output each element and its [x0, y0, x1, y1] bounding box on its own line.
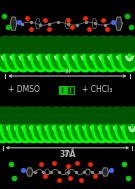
Point: [83, 170, 85, 174]
Bar: [107, 43, 125, 64]
Point: [21, 22, 23, 25]
Point: [127, 176, 129, 179]
Bar: [29, 114, 45, 135]
Text: 31Å: 31Å: [59, 65, 76, 74]
Polygon shape: [115, 17, 122, 30]
Bar: [63, 43, 81, 64]
Point: [69, 176, 71, 179]
Bar: [45, 114, 60, 135]
Point: [10, 163, 12, 166]
Bar: [105, 114, 121, 135]
Bar: [116, 43, 134, 64]
Bar: [22, 114, 37, 135]
Point: [34, 170, 36, 174]
Point: [85, 21, 87, 24]
Point: [30, 21, 32, 24]
Point: [66, 18, 69, 21]
Point: [126, 15, 128, 18]
Point: [70, 26, 73, 29]
Text: 37Å: 37Å: [59, 150, 76, 159]
Bar: [67, 86, 74, 94]
Point: [57, 21, 60, 24]
Bar: [98, 43, 117, 64]
Point: [67, 23, 69, 26]
Bar: [52, 114, 68, 135]
Polygon shape: [102, 168, 109, 176]
Point: [43, 174, 46, 177]
Point: [91, 170, 93, 174]
Bar: [14, 114, 30, 135]
Text: + CHCl₃: + CHCl₃: [82, 85, 112, 94]
Bar: [27, 43, 45, 64]
Point: [30, 28, 32, 31]
Bar: [90, 114, 106, 135]
Point: [39, 23, 41, 26]
Point: [12, 176, 15, 179]
Point: [94, 22, 96, 25]
Point: [76, 161, 78, 164]
Point: [58, 178, 60, 181]
Point: [75, 170, 77, 174]
Bar: [59, 86, 66, 94]
Text: |||: |||: [64, 67, 71, 73]
Point: [48, 23, 50, 26]
Bar: [37, 114, 52, 135]
Bar: [98, 114, 113, 135]
Point: [42, 170, 44, 174]
Point: [106, 28, 108, 31]
Point: [50, 170, 52, 174]
Bar: [1, 43, 19, 64]
Polygon shape: [26, 168, 33, 176]
Point: [130, 26, 132, 29]
Bar: [121, 114, 135, 135]
Point: [58, 170, 60, 174]
Bar: [36, 43, 54, 64]
Bar: [6, 114, 22, 135]
Bar: [54, 43, 72, 64]
Bar: [75, 114, 90, 135]
Point: [66, 170, 69, 174]
Bar: [60, 114, 75, 135]
Point: [39, 163, 42, 166]
Bar: [45, 43, 63, 64]
Point: [112, 20, 114, 23]
Point: [103, 24, 106, 27]
Point: [53, 161, 55, 164]
Point: [66, 165, 69, 168]
Point: [88, 28, 90, 31]
Point: [110, 169, 112, 172]
Polygon shape: [10, 17, 17, 30]
Bar: [83, 114, 98, 135]
Point: [84, 16, 86, 19]
Text: |||: |||: [64, 151, 71, 156]
Point: [80, 178, 82, 181]
Bar: [18, 43, 37, 64]
Point: [102, 18, 104, 21]
Point: [22, 169, 24, 172]
Point: [99, 170, 101, 174]
Point: [26, 16, 28, 19]
Point: [48, 28, 50, 31]
Point: [89, 163, 92, 166]
Point: [3, 15, 5, 18]
Text: + DMSO: + DMSO: [8, 85, 40, 94]
Bar: [72, 43, 90, 64]
Bar: [113, 114, 129, 135]
Point: [43, 18, 46, 21]
Point: [93, 174, 96, 177]
Bar: [67, 114, 83, 135]
Bar: [90, 43, 108, 64]
Point: [123, 163, 125, 166]
Point: [7, 26, 9, 29]
Bar: [81, 43, 99, 64]
Bar: [10, 43, 28, 64]
Bar: [0, 114, 14, 135]
Point: [18, 20, 20, 23]
Point: [76, 23, 78, 26]
